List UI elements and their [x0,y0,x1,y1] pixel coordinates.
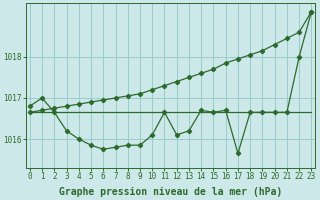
X-axis label: Graphe pression niveau de la mer (hPa): Graphe pression niveau de la mer (hPa) [59,186,282,197]
